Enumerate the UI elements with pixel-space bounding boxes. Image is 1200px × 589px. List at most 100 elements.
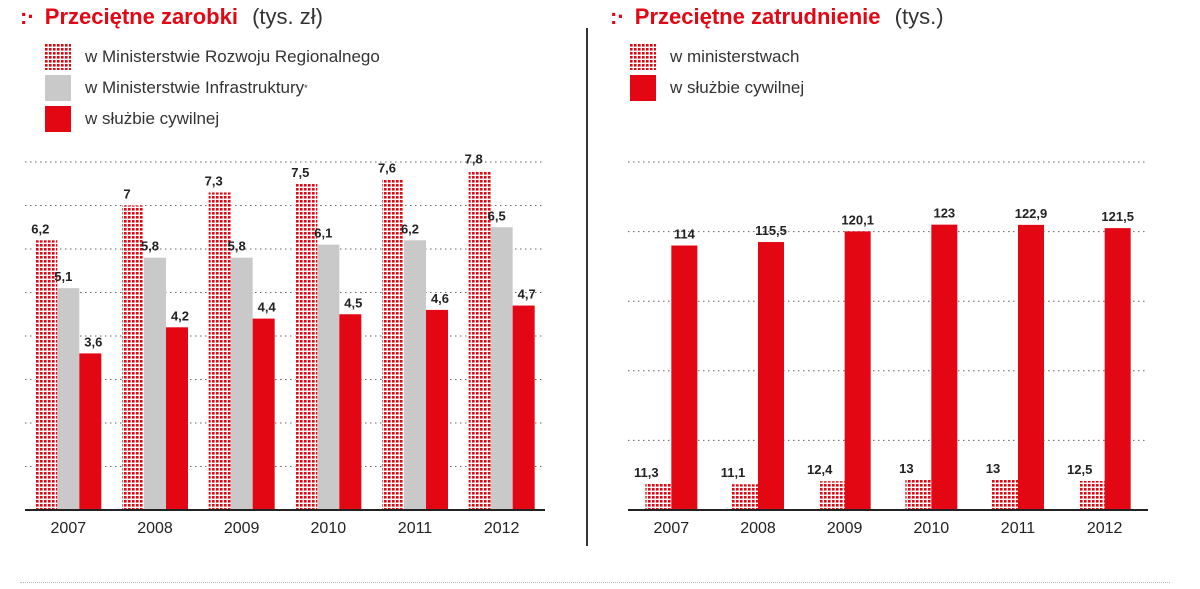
bar-value-label: 11,1 bbox=[721, 465, 746, 480]
bar-dotted bbox=[992, 479, 1018, 510]
bar-value-label: 12,4 bbox=[807, 462, 833, 477]
bar-red bbox=[252, 318, 275, 510]
bar-red bbox=[1018, 224, 1044, 510]
x-tick-label: 2007 bbox=[51, 520, 87, 537]
bullet-dots-icon: :· bbox=[610, 4, 625, 29]
footer-rule bbox=[20, 582, 1170, 584]
legend-item-mrr: w Ministerstwie Rozwoju Regionalnego bbox=[45, 42, 380, 72]
salary-chart-title-row: :· Przeciętne zarobki (tys. zł) bbox=[20, 4, 323, 30]
employment-bar-chart: 11,3 114 2007 11,1 115,5 2008 12,4 120,1 2009 13 1… bbox=[628, 161, 1148, 537]
bar-value-label: 5,1 bbox=[54, 269, 72, 284]
bullet-dots-icon: :· bbox=[20, 4, 35, 29]
legend-item-civil-service: w służbie cywilnej bbox=[45, 104, 380, 134]
bar-dotted bbox=[382, 179, 404, 510]
bar-value-label: 6,2 bbox=[401, 221, 419, 236]
bar-dotted bbox=[295, 183, 318, 510]
legend-item-ministries: w ministerstwach bbox=[630, 42, 804, 72]
bar-grey bbox=[144, 257, 166, 510]
salary-chart-legend: w Ministerstwie Rozwoju Regionalnego w M… bbox=[45, 42, 380, 135]
employment-chart-legend: w ministerstwach w służbie cywilnej bbox=[630, 42, 804, 104]
bar-value-label: 120,1 bbox=[841, 212, 874, 227]
bar-value-label: 6,2 bbox=[31, 221, 49, 236]
salary-bar-chart: 6,2 5,1 3,6 2007 7 5,8 4,2 2008 7,3 5,8 4,4 2009 7,5… bbox=[25, 152, 545, 537]
x-tick-label: 2009 bbox=[827, 520, 863, 537]
salary-chart-unit: (tys. zł) bbox=[252, 4, 323, 29]
legend-item-mi: w Ministerstwie Infrastruktury * bbox=[45, 73, 380, 103]
bar-value-label: 6,1 bbox=[314, 226, 332, 241]
bar-grey bbox=[230, 257, 253, 510]
bar-dotted bbox=[1078, 481, 1105, 510]
employment-chart-unit: (tys.) bbox=[894, 4, 944, 29]
bar-dotted bbox=[208, 192, 231, 510]
legend-swatch-dotted bbox=[630, 44, 656, 70]
bar-value-label: 5,8 bbox=[228, 239, 246, 254]
x-tick-label: 2008 bbox=[740, 520, 776, 537]
bar-value-label: 4,6 bbox=[431, 291, 449, 306]
bar-value-label: 4,5 bbox=[344, 295, 362, 310]
bar-value-label: 114 bbox=[674, 227, 696, 242]
legend-label: w służbie cywilnej bbox=[85, 109, 220, 128]
bar-red bbox=[79, 353, 102, 510]
bar-value-label: 7,8 bbox=[465, 152, 483, 167]
salary-chart-panel: :· Przeciętne zarobki (tys. zł) w Minist… bbox=[0, 0, 580, 589]
bar-value-label: 115,5 bbox=[755, 223, 787, 238]
x-tick-label: 2010 bbox=[311, 520, 347, 537]
legend-swatch-dotted bbox=[45, 44, 71, 70]
bar-dotted bbox=[122, 205, 144, 510]
legend-label: w Ministerstwie Infrastruktury bbox=[85, 78, 305, 97]
bar-value-label: 6,5 bbox=[488, 208, 506, 223]
legend-swatch-red bbox=[630, 75, 656, 101]
bar-value-label: 12,5 bbox=[1067, 462, 1092, 477]
bar-value-label: 5,8 bbox=[141, 239, 159, 254]
salary-chart-title: Przeciętne zarobki bbox=[44, 4, 238, 29]
employment-chart-title-row: :· Przeciętne zatrudnienie (tys.) bbox=[610, 4, 944, 30]
panel-divider bbox=[586, 28, 588, 546]
x-tick-label: 2007 bbox=[654, 520, 690, 537]
bar-value-label: 11,3 bbox=[634, 465, 659, 480]
x-tick-label: 2011 bbox=[398, 520, 433, 537]
legend-swatch-grey bbox=[45, 75, 71, 101]
bar-red bbox=[1104, 228, 1131, 510]
legend-footnote-mark: * bbox=[304, 83, 308, 93]
bar-value-label: 7,6 bbox=[378, 160, 396, 175]
bar-red bbox=[931, 224, 958, 510]
bar-value-label: 13 bbox=[986, 461, 1000, 476]
bar-red bbox=[671, 245, 698, 510]
bar-dotted bbox=[818, 481, 845, 510]
bar-value-label: 4,2 bbox=[171, 308, 189, 323]
bar-value-label: 123 bbox=[933, 206, 955, 221]
bar-dotted bbox=[468, 170, 491, 510]
bar-dotted bbox=[905, 479, 932, 510]
bar-grey bbox=[404, 240, 426, 511]
x-tick-label: 2010 bbox=[914, 520, 950, 537]
x-tick-label: 2008 bbox=[137, 520, 173, 537]
bar-value-label: 122,9 bbox=[1015, 206, 1048, 221]
x-tick-label: 2009 bbox=[224, 520, 260, 537]
bar-grey bbox=[490, 227, 513, 510]
bar-value-label: 7,5 bbox=[291, 165, 309, 180]
legend-label: w służbie cywilnej bbox=[670, 78, 805, 97]
legend-item-civil-service: w służbie cywilnej bbox=[630, 73, 804, 103]
bar-dotted bbox=[645, 483, 672, 510]
bar-dotted bbox=[35, 240, 58, 511]
bar-red bbox=[512, 305, 535, 510]
bar-value-label: 7 bbox=[123, 187, 130, 202]
employment-chart-panel: :· Przeciętne zatrudnienie (tys.) w mini… bbox=[600, 0, 1200, 589]
legend-label: w ministerstwach bbox=[670, 47, 800, 66]
bar-value-label: 4,7 bbox=[518, 287, 536, 302]
x-tick-label: 2012 bbox=[484, 520, 520, 537]
bar-grey bbox=[57, 288, 80, 510]
bar-value-label: 121,5 bbox=[1101, 209, 1134, 224]
bar-red bbox=[166, 327, 188, 510]
bar-value-label: 3,6 bbox=[84, 334, 102, 349]
bar-value-label: 13 bbox=[899, 461, 913, 476]
bar-dotted bbox=[732, 484, 758, 510]
legend-label: w Ministerstwie Rozwoju Regionalnego bbox=[85, 47, 380, 66]
employment-chart-title: Przeciętne zatrudnienie bbox=[634, 4, 881, 29]
bar-value-label: 4,4 bbox=[258, 300, 277, 315]
bar-red bbox=[844, 231, 871, 511]
x-tick-label: 2011 bbox=[1001, 520, 1036, 537]
bar-red bbox=[758, 242, 784, 511]
bar-grey bbox=[317, 244, 340, 510]
x-tick-label: 2012 bbox=[1087, 520, 1123, 537]
